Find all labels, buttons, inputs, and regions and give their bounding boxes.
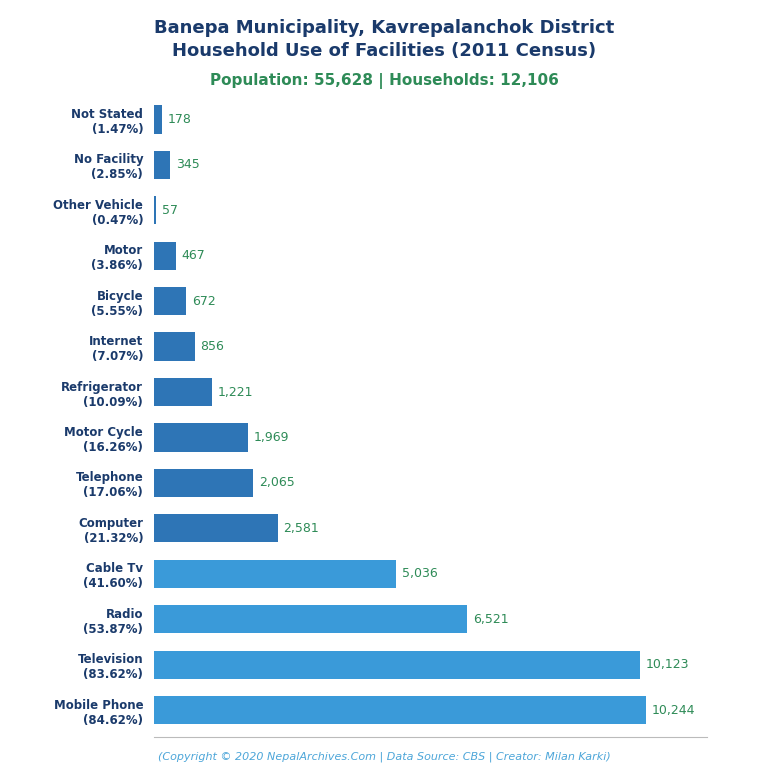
Bar <box>154 468 253 497</box>
Text: (Copyright © 2020 NepalArchives.Com | Data Source: CBS | Creator: Milan Karki): (Copyright © 2020 NepalArchives.Com | Da… <box>157 751 611 762</box>
Bar <box>154 515 278 542</box>
Text: Banepa Municipality, Kavrepalanchok District: Banepa Municipality, Kavrepalanchok Dist… <box>154 19 614 37</box>
Text: 345: 345 <box>176 158 200 171</box>
Bar <box>154 378 212 406</box>
Text: 467: 467 <box>182 249 206 262</box>
Bar <box>154 105 162 134</box>
Bar <box>154 151 170 179</box>
Text: 1,969: 1,969 <box>254 431 290 444</box>
Text: 6,521: 6,521 <box>473 613 508 626</box>
Bar <box>154 333 195 361</box>
Text: 57: 57 <box>162 204 178 217</box>
Bar <box>154 605 467 634</box>
Text: 672: 672 <box>192 295 216 308</box>
Text: 856: 856 <box>200 340 224 353</box>
Bar <box>154 242 176 270</box>
Text: 5,036: 5,036 <box>402 568 437 581</box>
Text: 10,123: 10,123 <box>646 658 690 671</box>
Text: 2,065: 2,065 <box>259 476 294 489</box>
Text: Population: 55,628 | Households: 12,106: Population: 55,628 | Households: 12,106 <box>210 73 558 89</box>
Bar <box>154 423 248 452</box>
Text: 1,221: 1,221 <box>218 386 253 399</box>
Bar <box>154 560 396 588</box>
Text: Household Use of Facilities (2011 Census): Household Use of Facilities (2011 Census… <box>172 42 596 60</box>
Bar <box>154 696 646 724</box>
Text: 2,581: 2,581 <box>283 521 319 535</box>
Text: 178: 178 <box>168 113 192 126</box>
Bar <box>154 650 641 679</box>
Text: 10,244: 10,244 <box>652 703 696 717</box>
Bar <box>154 287 186 315</box>
Bar <box>154 196 157 224</box>
